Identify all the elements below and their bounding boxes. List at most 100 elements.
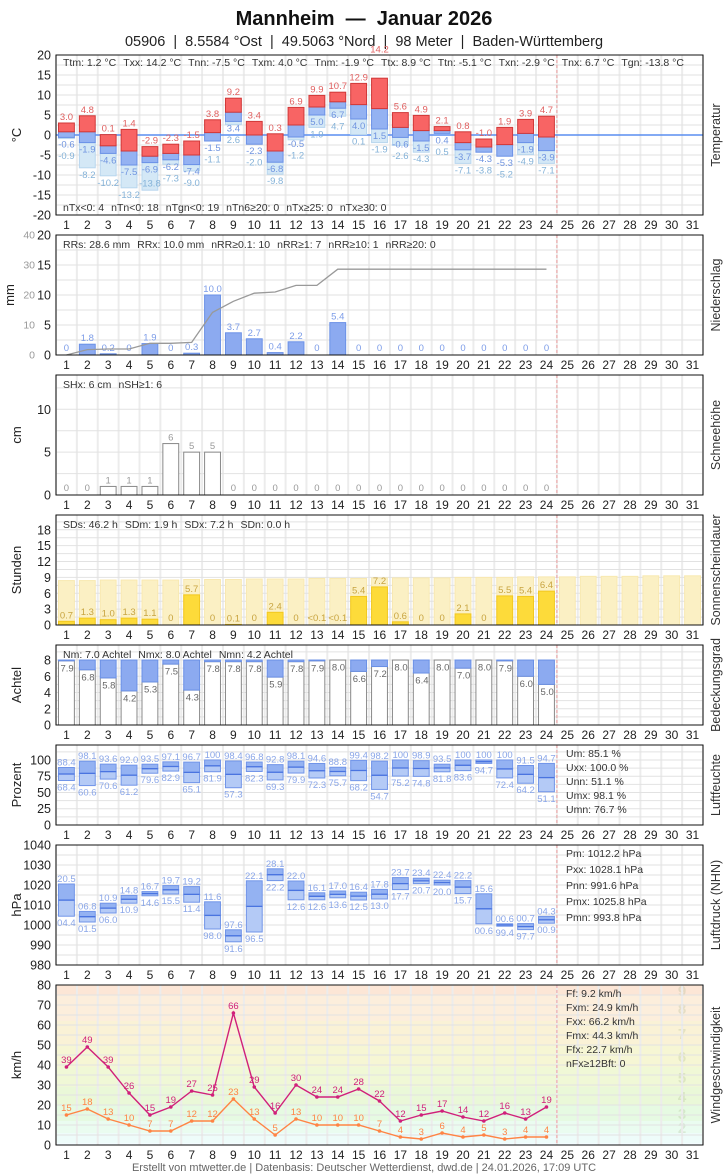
day-label: 16 [373, 728, 387, 742]
y-tick-label: 2 [44, 702, 51, 716]
stat-text: nRR≥1: 7 [277, 239, 321, 251]
day-label: 21 [477, 968, 491, 982]
y-tick-label: 20 [37, 49, 51, 63]
day-label: 23 [519, 628, 533, 642]
lower-range-bar [78, 916, 96, 923]
mean-point [544, 1135, 549, 1139]
lower-range-bar [371, 774, 388, 790]
stat-text: Pnn: 991.6 hPa [566, 880, 639, 892]
mean-label: 12 [207, 1109, 218, 1120]
stat-text: Txm: 4.0 °C [252, 57, 308, 69]
day-label: 27 [602, 1148, 616, 1162]
max-label: 20.5 [57, 874, 76, 885]
day-label: 24 [540, 1148, 554, 1162]
panel-title: Niederschlag [709, 258, 723, 331]
day-label: 19 [435, 218, 449, 232]
day-label: 23 [519, 828, 533, 842]
max-temp-label: 9.9 [310, 84, 323, 95]
day-label: 30 [665, 968, 679, 982]
min-label: 98.0 [203, 931, 222, 942]
y-tick-label: 0 [44, 619, 51, 633]
upper-range-bar [496, 759, 514, 770]
day-label: 24 [540, 218, 554, 232]
day-label: 17 [394, 218, 408, 232]
beaufort-band [56, 985, 703, 995]
max-label: 22.0 [287, 871, 306, 882]
max-label: 92.8 [266, 755, 285, 766]
day-label: 10 [248, 498, 262, 512]
stat-text: SDs: 46.2 h [63, 519, 118, 531]
day-label: 27 [602, 728, 616, 742]
max-label: 93.5 [433, 754, 452, 765]
value-label: 0.3 [185, 342, 198, 353]
cloud-cover-label: 7.8 [227, 664, 240, 675]
max-label: 94.6 [308, 753, 327, 764]
max-label: 19.2 [182, 877, 201, 888]
mean-label: 3 [502, 1127, 507, 1138]
max-temp-bar [183, 140, 201, 156]
day-label: 18 [415, 628, 429, 642]
max-temp-bar [58, 122, 75, 133]
day-label: 22 [498, 968, 512, 982]
beaufort-band [56, 1045, 703, 1067]
y-tick-label: 20 [37, 1099, 51, 1113]
day-label: 15 [352, 1148, 366, 1162]
cloud-cover-bar [308, 659, 326, 662]
panel-frame [55, 234, 704, 356]
max-label: 98.2 [370, 751, 389, 762]
day-label: 13 [310, 968, 324, 982]
max-label: 99.4 [349, 750, 368, 761]
cloud-cover-bar [99, 659, 117, 679]
panel-frame [55, 984, 704, 1146]
mean-point [189, 1119, 194, 1123]
y-tick-label: 10 [37, 89, 51, 103]
y-tick-label: -15 [33, 189, 51, 203]
day-label: 5 [147, 498, 154, 512]
day-label: 23 [519, 968, 533, 982]
y-tick-label: 6 [44, 587, 51, 601]
mean-label: 6 [439, 1121, 444, 1132]
min-label: 13.0 [370, 901, 389, 912]
min-label: 79.6 [141, 775, 160, 786]
lower-range-bar [204, 765, 221, 773]
day-label: 12 [289, 968, 303, 982]
ground-min-label: -5.2 [497, 170, 513, 181]
day-label: 25 [561, 358, 575, 372]
snow-bar [141, 485, 159, 496]
day-label: 20 [456, 628, 470, 642]
lower-range-bar [266, 771, 284, 781]
ground-min-label: -9.0 [183, 178, 199, 189]
lower-range-bar [350, 769, 368, 782]
day-label: 7 [188, 728, 195, 742]
day-label: 20 [456, 968, 470, 982]
stat-text: nSH≥1: 6 [118, 379, 162, 391]
day-label: 5 [147, 628, 154, 642]
min-label: 15.5 [162, 896, 181, 907]
ground-min-label: 0.5 [436, 147, 449, 158]
gust-label: 27 [186, 1079, 197, 1090]
cloud-cover-bar [412, 659, 430, 674]
station-subtitle: 05906 | 8.5584 °Ost | 49.5063 °Nord | 98… [125, 34, 603, 50]
y-axis-label: °C [9, 128, 24, 143]
min-temp-bar [350, 104, 368, 120]
max-label: 10.9 [99, 893, 118, 904]
y-tick-label: 12 [37, 555, 51, 569]
panel-title: Windgeschwindigkeit [709, 1006, 723, 1123]
day-label: 27 [602, 358, 616, 372]
day-label: 6 [167, 218, 174, 232]
gust-point [419, 1113, 424, 1117]
cloud-cover-label: 4.2 [123, 693, 136, 704]
value-label: 0 [356, 343, 361, 354]
cloud-cover-label: 6.6 [353, 674, 366, 685]
max-temp-bar [224, 97, 242, 113]
day-label: 29 [644, 728, 658, 742]
gust-point [482, 1119, 486, 1123]
value-label: 0.7 [60, 610, 73, 621]
panel-title: Schneehöhe [709, 400, 723, 470]
ground-min-label: -7.1 [538, 165, 554, 176]
day-label: 26 [582, 218, 596, 232]
day-label: 26 [582, 728, 596, 742]
day-label: 26 [582, 968, 596, 982]
y-tick-label: 1040 [23, 839, 51, 853]
